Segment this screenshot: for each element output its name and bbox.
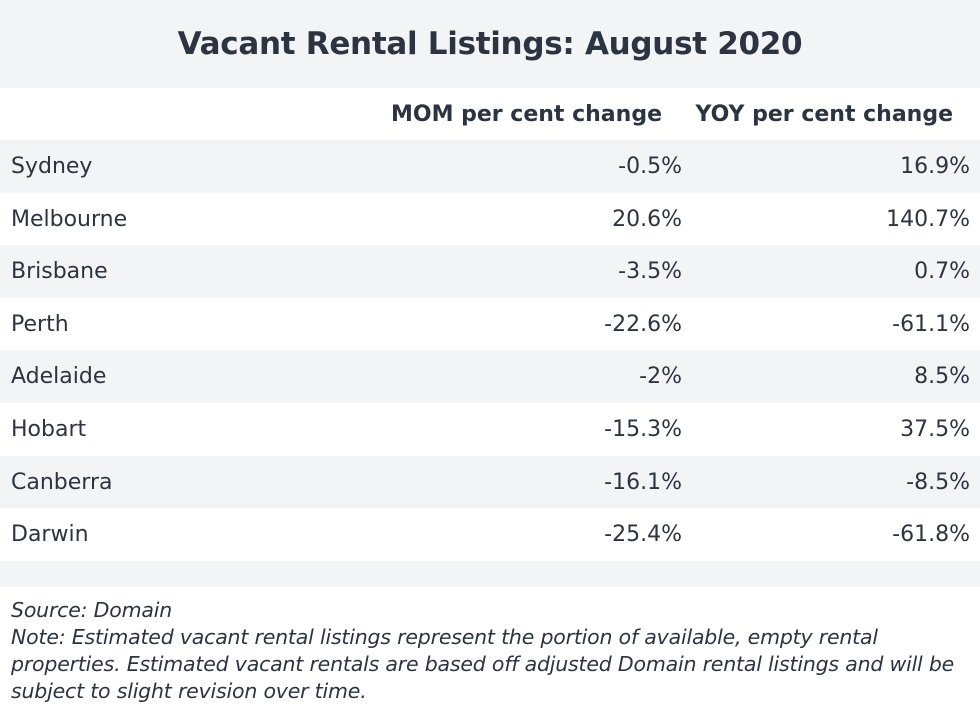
- cell-city: Darwin: [11, 522, 89, 548]
- cell-mom-change: -25.4%: [604, 522, 682, 548]
- table-row: Brisbane -3.5% 0.7%: [0, 245, 980, 298]
- cell-mom-change: -16.1%: [604, 469, 682, 495]
- cell-mom-change: 20.6%: [612, 206, 682, 232]
- methodology-note: Note: Estimated vacant rental listings r…: [11, 625, 955, 703]
- table-row: Darwin -25.4% -61.8%: [0, 508, 980, 561]
- cell-yoy-change: -61.1%: [892, 311, 970, 337]
- cell-yoy-change: 8.5%: [914, 364, 970, 390]
- cell-mom-change: -3.5%: [618, 259, 682, 285]
- column-header-yoy: YOY per cent change: [695, 102, 953, 127]
- table-row: Canberra -16.1% -8.5%: [0, 455, 980, 509]
- cell-yoy-change: 140.7%: [886, 206, 970, 232]
- cell-city: Melbourne: [11, 206, 128, 232]
- cell-mom-change: -0.5%: [618, 154, 682, 179]
- cell-city: Sydney: [11, 154, 93, 179]
- cell-yoy-change: 16.9%: [900, 154, 970, 179]
- cell-city: Perth: [11, 311, 69, 337]
- footnotes: Source: Domain Note: Estimated vacant re…: [11, 597, 971, 705]
- cell-mom-change: -15.3%: [604, 416, 682, 442]
- table-row: Hobart -15.3% 37.5%: [0, 403, 980, 456]
- cell-yoy-change: 0.7%: [914, 259, 970, 285]
- cell-mom-change: -22.6%: [604, 311, 682, 337]
- title-bar: Vacant Rental Listings: August 2020: [0, 0, 980, 88]
- table-row: Melbourne 20.6% 140.7%: [0, 193, 980, 246]
- source-note: Source: Domain: [11, 598, 173, 622]
- cell-city: Hobart: [11, 416, 87, 442]
- table-row: Adelaide -2% 8.5%: [0, 350, 980, 403]
- cell-yoy-change: -61.8%: [892, 522, 970, 548]
- table-row: Perth -22.6% -61.1%: [0, 298, 980, 351]
- cell-city: Canberra: [11, 469, 113, 495]
- table-footer-band: [0, 561, 980, 587]
- table-title: Vacant Rental Listings: August 2020: [177, 26, 803, 62]
- cell-yoy-change: -8.5%: [906, 469, 970, 495]
- cell-yoy-change: 37.5%: [900, 416, 970, 442]
- cell-mom-change: -2%: [639, 364, 682, 390]
- column-header-mom: MOM per cent change: [390, 102, 662, 127]
- cell-city: Adelaide: [11, 364, 107, 390]
- table-body: Sydney -0.5% 16.9% Melbourne 20.6% 140.7% Bris…: [0, 140, 980, 561]
- cell-city: Brisbane: [11, 259, 108, 285]
- table-header-row: MOM per cent change YOY per cent change: [0, 88, 980, 140]
- table-row: Sydney -0.5% 16.9%: [0, 140, 980, 193]
